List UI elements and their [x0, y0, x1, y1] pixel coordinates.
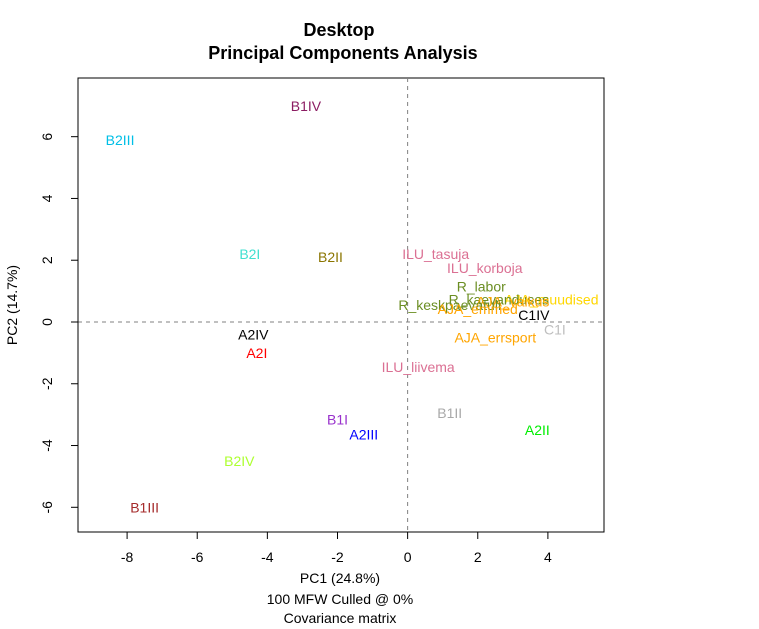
point-label: C1I	[544, 322, 566, 338]
point-label: AJA_vaikus	[476, 294, 549, 310]
point-label: AJA_emmed	[438, 301, 518, 317]
point-label: ILU_korboja	[447, 260, 523, 276]
x-tick-label: -2	[331, 549, 344, 565]
caption-line-2: Covariance matrix	[284, 610, 397, 626]
point-label: B2III	[106, 132, 135, 148]
x-tick-label: -8	[121, 549, 134, 565]
x-tick-label: 2	[474, 549, 482, 565]
point-label: ILU_tasuja	[402, 246, 469, 262]
y-tick-label: 0	[39, 318, 55, 326]
point-label: A2II	[525, 422, 550, 438]
point-label: B2II	[318, 249, 343, 265]
point-label: C1IV	[518, 307, 550, 323]
point-label: B2IV	[224, 453, 255, 469]
point-label: R_keskpaevatuli	[398, 297, 501, 313]
point-label: B1I	[327, 411, 348, 427]
x-tick-label: 0	[404, 549, 412, 565]
x-axis-label: PC1 (24.8%)	[300, 570, 380, 586]
reference-lines	[78, 78, 604, 532]
point-label: ILU_liivema	[382, 359, 455, 375]
y-axis: -6 -4 -2 0 2 4 6	[39, 133, 79, 514]
x-tick-label: -4	[261, 549, 274, 565]
y-tick-label: -2	[39, 377, 55, 390]
point-label: B1III	[130, 499, 159, 515]
y-tick-label: 2	[39, 256, 55, 264]
point-label: A2III	[349, 427, 378, 443]
chart-title: Desktop	[303, 20, 374, 40]
caption-line-1: 100 MFW Culled @ 0%	[267, 591, 413, 607]
point-label: B1II	[437, 405, 462, 421]
y-tick-label: 6	[39, 133, 55, 141]
chart-subtitle: Principal Components Analysis	[208, 43, 477, 63]
point-label: AJA_muudised	[504, 292, 598, 308]
y-axis-label: PC2 (14.7%)	[4, 265, 20, 345]
y-tick-label: -4	[39, 439, 55, 452]
y-tick-label: -6	[39, 501, 55, 514]
x-axis: -8 -6 -4 -2 0 2 4	[121, 531, 552, 565]
point-label: R_labor	[457, 278, 506, 294]
point-label: R_kaevanduses	[449, 292, 549, 308]
point-label: B2I	[239, 246, 260, 262]
x-tick-label: 4	[544, 549, 552, 565]
x-tick-label: -6	[191, 549, 204, 565]
point-label: A2IV	[238, 326, 269, 342]
point-label: A2I	[246, 345, 267, 361]
y-tick-label: 4	[39, 194, 55, 202]
point-label: AJA_errsport	[454, 329, 536, 345]
point-label: B1IV	[291, 98, 322, 114]
